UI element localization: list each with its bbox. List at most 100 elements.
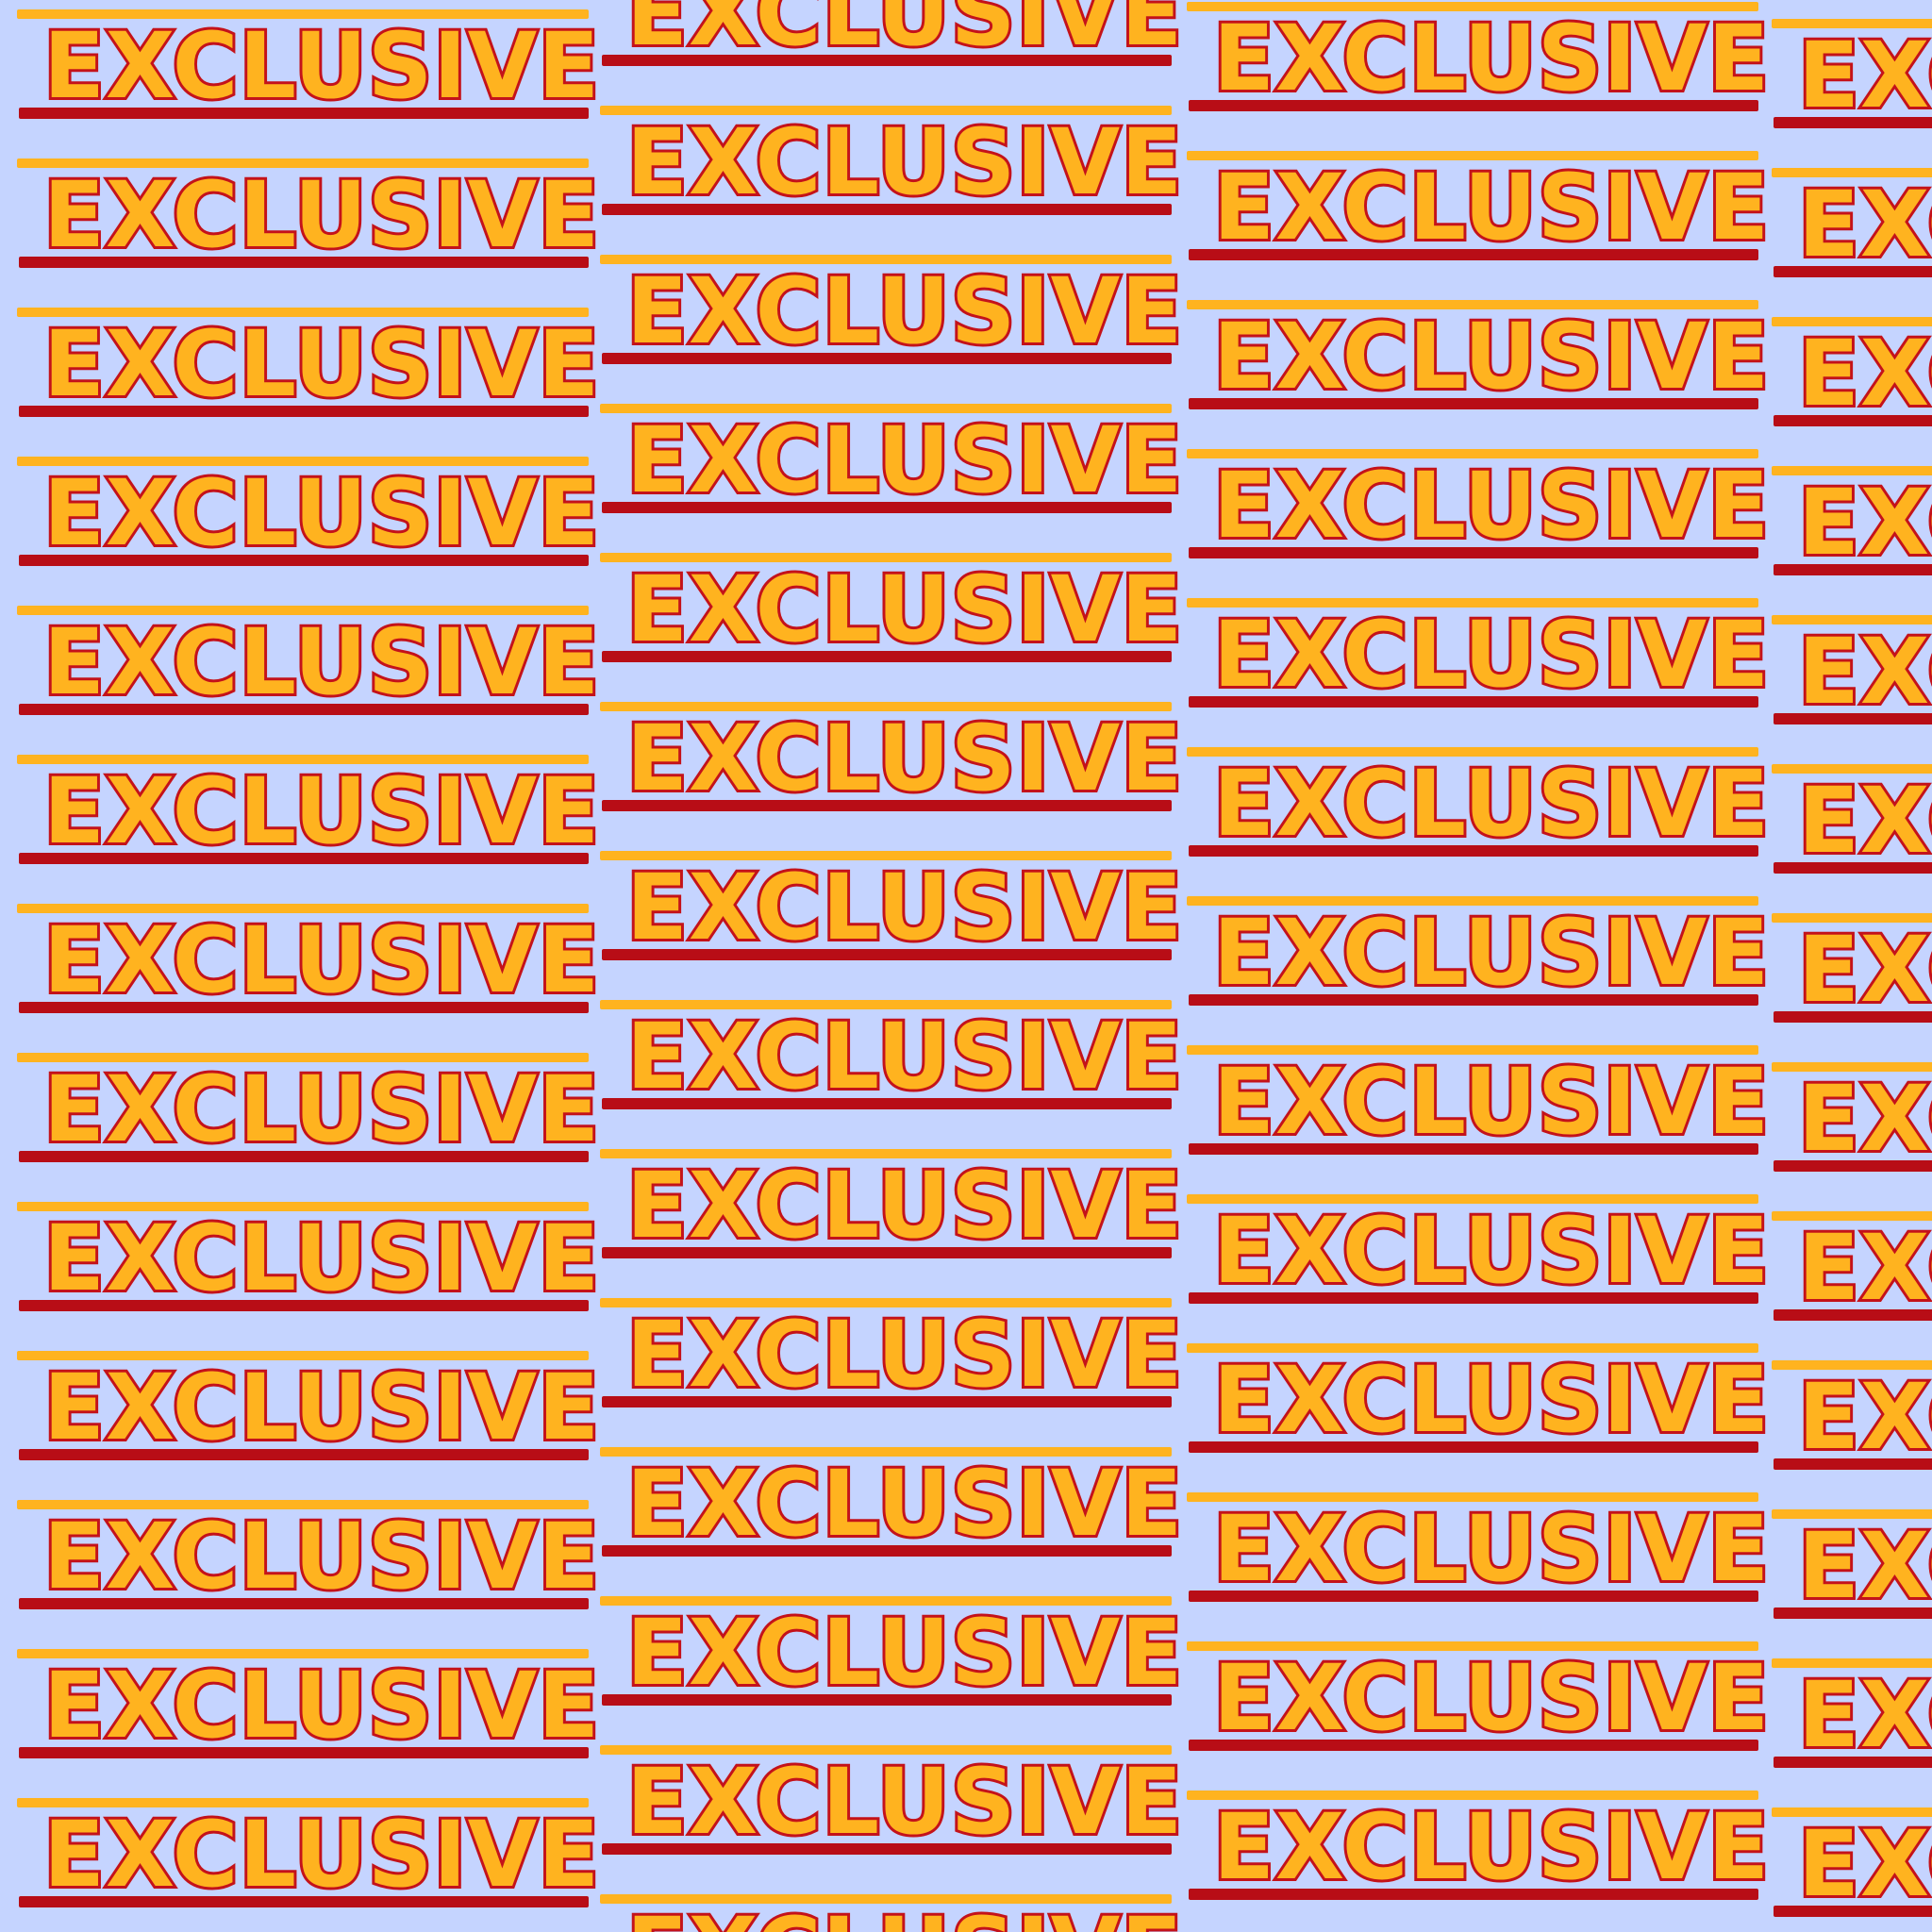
exclusive-word: EXCLUSIVE — [1210, 1049, 1772, 1155]
top-stripe — [1187, 1194, 1758, 1204]
exclusive-tile: EXCLUSIVE — [17, 308, 602, 457]
bottom-stripe — [19, 1151, 589, 1162]
bottom-stripe — [602, 1247, 1172, 1258]
exclusive-word: EXCLUSIVE — [41, 13, 602, 119]
exclusive-word: EXCLUSIVE — [1795, 1364, 1932, 1470]
exclusive-tile: EXCLUSIVE — [17, 9, 602, 158]
bottom-stripe — [602, 800, 1172, 811]
bottom-stripe — [1774, 117, 1932, 128]
top-stripe — [600, 1000, 1172, 1009]
exclusive-tile: EXCLUSIVE — [1187, 1343, 1772, 1492]
exclusive-word: EXCLUSIVE — [41, 1802, 602, 1907]
exclusive-tile: EXCLUSIVE — [17, 1351, 602, 1500]
exclusive-word: EXCLUSIVE — [624, 557, 1185, 662]
bottom-stripe — [1189, 100, 1758, 111]
bottom-stripe — [602, 1098, 1172, 1109]
top-stripe — [600, 404, 1172, 413]
bottom-stripe — [19, 257, 589, 268]
exclusive-tile: EXCLUSIVE — [600, 1894, 1185, 1932]
exclusive-word: EXCLUSIVE — [1210, 1794, 1772, 1900]
exclusive-tile: EXCLUSIVE — [1772, 1509, 1932, 1658]
bottom-stripe — [1774, 1906, 1932, 1917]
exclusive-tile: EXCLUSIVE — [1187, 449, 1772, 598]
bottom-stripe — [1189, 1292, 1758, 1304]
top-stripe — [1772, 1062, 1932, 1072]
exclusive-word: EXCLUSIVE — [624, 0, 1185, 66]
bottom-stripe — [19, 704, 589, 715]
top-stripe — [17, 904, 589, 913]
top-stripe — [17, 1351, 589, 1360]
top-stripe — [1187, 300, 1758, 309]
exclusive-tile: EXCLUSIVE — [1187, 1194, 1772, 1343]
top-stripe — [17, 606, 589, 615]
exclusive-word: EXCLUSIVE — [41, 162, 602, 268]
top-stripe — [17, 457, 589, 466]
top-stripe — [1187, 151, 1758, 160]
top-stripe — [1187, 896, 1758, 906]
top-stripe — [1772, 168, 1932, 177]
top-stripe — [600, 255, 1172, 264]
top-stripe — [600, 553, 1172, 562]
exclusive-tile: EXCLUSIVE — [1187, 151, 1772, 300]
bottom-stripe — [1774, 1757, 1932, 1768]
exclusive-tile: EXCLUSIVE — [17, 1053, 602, 1202]
top-stripe — [1772, 615, 1932, 625]
top-stripe — [1772, 1360, 1932, 1370]
exclusive-word: EXCLUSIVE — [41, 1653, 602, 1758]
exclusive-word: EXCLUSIVE — [1795, 1513, 1932, 1619]
top-stripe — [1187, 1492, 1758, 1502]
exclusive-tile: EXCLUSIVE — [600, 851, 1185, 1000]
exclusive-tile: EXCLUSIVE — [1772, 317, 1932, 466]
exclusive-tile: EXCLUSIVE — [17, 1202, 602, 1351]
bottom-stripe — [1189, 1740, 1758, 1751]
top-stripe — [1187, 747, 1758, 757]
exclusive-tile: EXCLUSIVE — [600, 404, 1185, 553]
bottom-stripe — [19, 406, 589, 417]
exclusive-tile: EXCLUSIVE — [1772, 19, 1932, 168]
exclusive-word: EXCLUSIVE — [624, 1600, 1185, 1706]
exclusive-tile: EXCLUSIVE — [600, 1149, 1185, 1298]
exclusive-word: EXCLUSIVE — [1795, 1662, 1932, 1768]
top-stripe — [1187, 1343, 1758, 1353]
exclusive-word: EXCLUSIVE — [1210, 304, 1772, 409]
bottom-stripe — [1189, 696, 1758, 708]
top-stripe — [1187, 1641, 1758, 1651]
bottom-stripe — [1189, 398, 1758, 409]
top-stripe — [1187, 2, 1758, 11]
exclusive-word: EXCLUSIVE — [1210, 602, 1772, 708]
exclusive-tile: EXCLUSIVE — [17, 904, 602, 1053]
exclusive-word: EXCLUSIVE — [1795, 321, 1932, 426]
bottom-stripe — [1189, 1889, 1758, 1900]
exclusive-word: EXCLUSIVE — [41, 1057, 602, 1162]
exclusive-tile: EXCLUSIVE — [1187, 1492, 1772, 1641]
bottom-stripe — [1774, 564, 1932, 575]
exclusive-word: EXCLUSIVE — [1795, 172, 1932, 277]
top-stripe — [1187, 449, 1758, 458]
top-stripe — [1772, 1211, 1932, 1221]
exclusive-tile: EXCLUSIVE — [1187, 896, 1772, 1045]
bottom-stripe — [602, 1843, 1172, 1855]
bottom-stripe — [19, 555, 589, 566]
exclusive-tile: EXCLUSIVE — [600, 255, 1185, 404]
exclusive-word: EXCLUSIVE — [41, 758, 602, 864]
bottom-stripe — [602, 55, 1172, 66]
exclusive-tile: EXCLUSIVE — [1772, 1211, 1932, 1360]
exclusive-tile: EXCLUSIVE — [1772, 764, 1932, 913]
exclusive-word: EXCLUSIVE — [1795, 768, 1932, 874]
exclusive-word: EXCLUSIVE — [1795, 1066, 1932, 1172]
bottom-stripe — [1189, 1143, 1758, 1155]
top-stripe — [1772, 466, 1932, 475]
exclusive-word: EXCLUSIVE — [1795, 1811, 1932, 1917]
exclusive-word: EXCLUSIVE — [41, 1355, 602, 1460]
bottom-stripe — [19, 1598, 589, 1609]
exclusive-tile: EXCLUSIVE — [600, 702, 1185, 851]
exclusive-tile: EXCLUSIVE — [1772, 913, 1932, 1062]
bottom-stripe — [1774, 266, 1932, 277]
exclusive-tile: EXCLUSIVE — [1772, 1658, 1932, 1807]
bottom-stripe — [602, 1545, 1172, 1557]
top-stripe — [600, 1447, 1172, 1457]
top-stripe — [1772, 913, 1932, 923]
exclusive-word: EXCLUSIVE — [1210, 1198, 1772, 1304]
bottom-stripe — [1189, 1441, 1758, 1453]
